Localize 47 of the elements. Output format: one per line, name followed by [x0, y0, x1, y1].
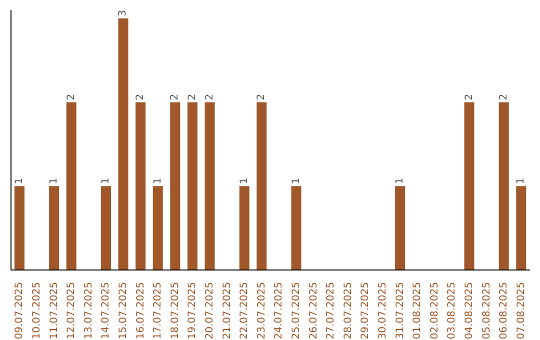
- x-tick-label: 14.07.2025: [100, 282, 112, 340]
- x-tick-label: 13.07.2025: [83, 282, 94, 340]
- x-tick-label: 24.07.2025: [274, 282, 285, 340]
- x-tick-label: 21.07.2025: [222, 282, 233, 340]
- x-tick-label: 10.07.2025: [31, 282, 42, 340]
- x-tick-label: 20.07.2025: [204, 282, 216, 340]
- data-label: 1: [100, 178, 112, 184]
- x-tick-label: 28.07.2025: [342, 282, 354, 340]
- data-label: 1: [48, 178, 60, 184]
- x-tick-label: 16.07.2025: [135, 282, 146, 340]
- data-label: 1: [516, 178, 527, 184]
- x-tick-label: 18.07.2025: [170, 282, 181, 340]
- x-tick-label: 19.07.2025: [187, 282, 198, 340]
- x-tick-label: 27.07.2025: [326, 282, 337, 340]
- data-label: 3: [118, 10, 129, 16]
- x-tick-label: 07.08.2025: [516, 282, 527, 340]
- data-label: 1: [152, 178, 164, 184]
- x-tick-label: 11.07.2025: [48, 282, 60, 340]
- data-label: 1: [14, 178, 25, 184]
- data-label: 2: [170, 94, 181, 100]
- data-label: 1: [394, 178, 406, 184]
- data-label: 1: [238, 178, 250, 184]
- x-tick-label: 02.08.2025: [429, 282, 440, 340]
- x-tick-label: 29.07.2025: [360, 282, 372, 340]
- x-tick-label: 25.07.2025: [290, 282, 302, 340]
- x-tick-label: 06.08.2025: [498, 282, 510, 340]
- x-tick-label: 01.08.2025: [412, 282, 424, 340]
- data-label: 2: [186, 94, 198, 100]
- x-tick-label: 22.07.2025: [239, 282, 250, 340]
- x-tick-label: 30.07.2025: [377, 282, 388, 340]
- data-label: 2: [256, 94, 268, 100]
- data-label: 2: [135, 94, 146, 100]
- x-tick-label: 09.07.2025: [14, 282, 26, 340]
- x-tick-label: 26.07.2025: [308, 282, 320, 340]
- x-tick-label: 04.08.2025: [464, 282, 475, 340]
- data-label: 2: [204, 94, 216, 100]
- x-tick-label: 03.08.2025: [446, 282, 458, 340]
- x-tick-label: 12.07.2025: [66, 282, 78, 340]
- x-tick-label: 05.08.2025: [481, 282, 492, 340]
- data-label: 2: [66, 94, 77, 100]
- x-tick-label: 15.07.2025: [118, 282, 129, 340]
- x-tick-label: 23.07.2025: [256, 282, 268, 340]
- x-tick-label: 17.07.2025: [152, 282, 164, 340]
- data-label: 1: [290, 178, 302, 184]
- x-tick-label: 31.07.2025: [394, 282, 406, 340]
- data-label: 2: [498, 94, 510, 100]
- data-label: 2: [464, 94, 475, 100]
